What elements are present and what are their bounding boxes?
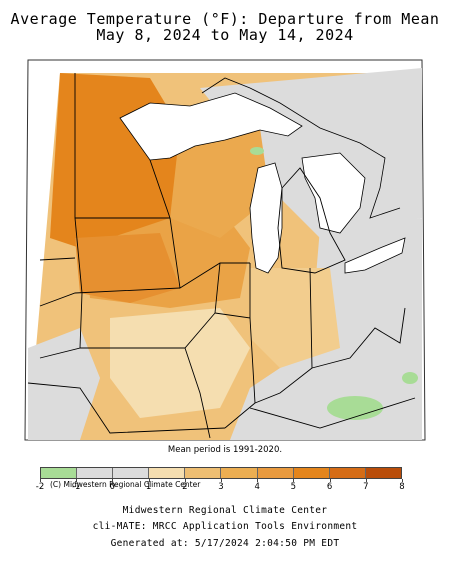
legend-tick-label: 6 [326, 482, 333, 492]
legend-tick-label: 3 [218, 482, 224, 492]
mean-period-note: Mean period is 1991-2020. [167, 445, 283, 455]
legend-tick-label: 5 [290, 482, 297, 492]
region-green-ohio [402, 372, 418, 384]
map-canvas [24, 59, 426, 441]
region-green-upper-mi [250, 147, 264, 155]
legend-tick-label: 8 [399, 482, 405, 492]
legend-swatch [221, 468, 258, 478]
lake-superior [119, 92, 303, 161]
temperature-departure-map: (C) Midwestern Regional Climate Center [20, 48, 430, 489]
region-gray-southwest [28, 328, 100, 440]
legend-tick-mark [329, 479, 331, 482]
legend-swatch [293, 468, 330, 478]
legend-tick-mark [293, 479, 295, 482]
color-legend [40, 467, 402, 479]
lake-huron [301, 152, 366, 234]
region-light-tan-south [110, 308, 250, 418]
legend-tick-mark [184, 479, 186, 482]
michigan-lower-peninsula [277, 167, 346, 274]
legend-tick-mark [76, 479, 78, 482]
legend-tick-mark [40, 479, 41, 482]
footer-generated-time: Generated at: 5/17/2024 2:04:50 PM EDT [110, 538, 340, 549]
region-green-kentucky [327, 396, 383, 420]
legend-swatch [329, 468, 366, 478]
legend-tick-mark [257, 479, 259, 482]
legend-tick-label: 7 [363, 482, 369, 492]
legend-swatch [365, 468, 401, 478]
legend-tick-label: 0 [109, 482, 116, 492]
legend-tick-label: 4 [254, 482, 260, 492]
legend-tick-mark [148, 479, 150, 482]
legend-swatch [113, 468, 150, 478]
legend-swatch [185, 468, 222, 478]
legend-tick-label: 2 [182, 482, 188, 492]
footer-organization: Midwestern Regional Climate Center [122, 505, 328, 516]
legend-tick-label: 1 [145, 482, 152, 492]
region-light-tan-east [250, 268, 340, 368]
map-subtitle: May 8, 2024 to May 14, 2024 [96, 26, 354, 44]
lake-erie [344, 237, 406, 274]
region-orange-wisconsin [170, 118, 270, 238]
footer-tool-name: cli-MATE: MRCC Application Tools Environ… [92, 521, 358, 532]
legend-swatch [77, 468, 114, 478]
legend-tick-labels: -2 -1 0 1 2 3 4 5 6 7 8 [36, 479, 405, 494]
map-title: Average Temperature (°F): Departure from… [10, 10, 440, 28]
map-copyright: (C) Midwestern Regional Climate Center [48, 480, 203, 489]
legend-tick-mark [402, 479, 403, 482]
legend-swatch [149, 468, 186, 478]
canada-shoreline [201, 77, 401, 219]
legend-tick-mark [112, 479, 114, 482]
lake-michigan [249, 162, 283, 274]
legend-tick-mark [221, 479, 222, 482]
legend-tick-mark [365, 479, 367, 482]
legend-tick-label: -2 [35, 482, 45, 492]
region-dark-orange-iowa [75, 233, 180, 303]
legend-swatch [257, 468, 294, 478]
state-borders [27, 73, 416, 439]
legend-swatch [41, 468, 78, 478]
legend-tick-label: -1 [71, 482, 81, 492]
